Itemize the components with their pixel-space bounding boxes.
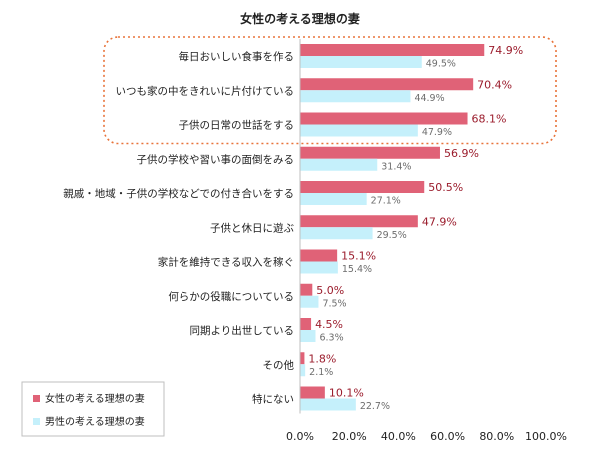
bar-women	[300, 181, 425, 193]
data-label-men: 27.1%	[371, 196, 401, 207]
chart-title: 女性の考える理想の妻	[240, 11, 360, 26]
legend-label-men: 男性の考える理想の妻	[45, 415, 145, 428]
category-label: いつも家の中をきれいに片付けている	[116, 84, 295, 97]
category-label: 子供の日常の世話をする	[179, 119, 295, 132]
data-label-women: 56.9%	[444, 147, 479, 160]
bar-men	[300, 295, 319, 308]
bar-men	[300, 398, 356, 411]
bar-women	[300, 318, 312, 330]
bar-women	[300, 352, 305, 365]
category-label: 毎日おいしい食事を作る	[179, 50, 295, 63]
data-label-women: 50.5%	[428, 181, 463, 194]
x-tick-label: 20.0%	[332, 430, 367, 443]
data-label-men: 31.4%	[381, 161, 411, 172]
category-label: 親戚・地域・子供の学校などでの付き合いをする	[63, 187, 294, 200]
data-label-men: 29.5%	[377, 230, 407, 241]
bar-women	[300, 112, 468, 125]
data-label-women: 70.4%	[477, 78, 512, 91]
data-label-men: 2.1%	[309, 367, 333, 378]
data-label-men: 44.9%	[414, 93, 444, 104]
data-label-men: 22.7%	[360, 401, 390, 412]
data-label-women: 4.5%	[315, 318, 343, 331]
x-tick-label: 0.0%	[286, 430, 314, 443]
highlight-box	[103, 36, 557, 145]
bar-women	[300, 215, 418, 228]
highlight-layer	[103, 36, 557, 145]
data-label-women: 1.8%	[308, 352, 336, 365]
data-label-men: 15.4%	[342, 264, 372, 275]
legend-box	[21, 381, 165, 437]
category-label: 家計を維持できる収入を稼ぐ	[158, 256, 294, 269]
bar-women	[300, 44, 485, 56]
bar-women	[300, 146, 440, 159]
bar-men	[300, 364, 306, 377]
x-axis: 0.0% 20.0% 40.0% 60.0% 80.0% 100.0%	[286, 39, 567, 443]
legend-swatch-women	[33, 395, 40, 402]
x-tick-label: 40.0%	[381, 430, 416, 443]
bar-men	[300, 90, 411, 103]
data-label-women: 47.9%	[422, 215, 457, 228]
bar-women	[300, 283, 313, 296]
bar-men	[300, 158, 378, 171]
bar-men	[300, 124, 418, 137]
bar-men	[300, 261, 338, 274]
data-label-women: 10.1%	[329, 387, 364, 400]
bar-men	[300, 227, 373, 240]
bars-layer: 毎日おいしい食事を作る 74.9% 49.5% いつも家の中をきれいに片付けている 70…	[63, 44, 523, 412]
x-tick-label: 80.0%	[479, 430, 514, 443]
bar-women	[300, 386, 325, 399]
bar-men	[300, 330, 316, 342]
category-label: 何らかの役職についている	[168, 290, 294, 303]
legend-label-women: 女性の考える理想の妻	[45, 392, 145, 405]
data-label-women: 5.0%	[316, 284, 344, 297]
category-label: 同期より出世している	[190, 324, 294, 337]
x-tick-label: 100.0%	[525, 430, 567, 443]
bar-men	[300, 56, 422, 68]
data-label-women: 15.1%	[341, 250, 376, 263]
category-label: その他	[263, 358, 295, 371]
data-label-women: 74.9%	[488, 44, 523, 57]
category-label: 特にない	[252, 394, 294, 406]
category-label: 子供の学校や習い事の面倒をみる	[137, 153, 295, 166]
bar-women	[300, 78, 474, 91]
data-label-men: 47.9%	[422, 127, 452, 138]
legend-swatch-men	[33, 418, 40, 425]
data-label-men: 49.5%	[426, 59, 456, 70]
category-label: 子供と休日に遊ぶ	[210, 221, 294, 234]
data-label-men: 7.5%	[322, 298, 346, 309]
x-tick-label: 60.0%	[430, 430, 465, 443]
bar-women	[300, 249, 338, 262]
data-label-women: 68.1%	[472, 113, 507, 126]
bar-men	[300, 193, 367, 205]
data-label-men: 6.3%	[319, 333, 343, 344]
